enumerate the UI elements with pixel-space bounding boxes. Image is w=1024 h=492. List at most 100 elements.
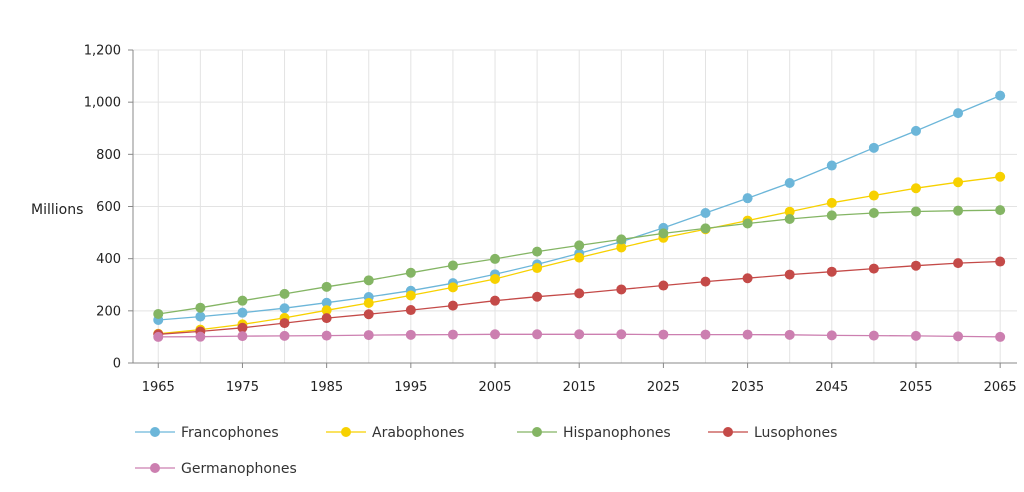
data-point-francophones[interactable] bbox=[826, 160, 837, 171]
data-point-lusophones[interactable] bbox=[237, 322, 248, 333]
data-point-lusophones[interactable] bbox=[658, 280, 669, 291]
data-point-francophones[interactable] bbox=[742, 193, 753, 204]
data-point-hispanophones[interactable] bbox=[658, 228, 669, 239]
legend-swatch-marker bbox=[723, 427, 733, 437]
data-point-arabophones[interactable] bbox=[405, 290, 416, 301]
data-point-hispanophones[interactable] bbox=[953, 205, 964, 216]
data-point-arabophones[interactable] bbox=[447, 282, 458, 293]
data-point-hispanophones[interactable] bbox=[995, 205, 1006, 216]
data-point-hispanophones[interactable] bbox=[237, 295, 248, 306]
data-point-francophones[interactable] bbox=[279, 303, 290, 314]
data-point-lusophones[interactable] bbox=[279, 318, 290, 329]
data-point-hispanophones[interactable] bbox=[153, 308, 164, 319]
data-point-arabophones[interactable] bbox=[953, 177, 964, 188]
data-point-hispanophones[interactable] bbox=[700, 223, 711, 234]
data-point-francophones[interactable] bbox=[910, 125, 921, 136]
data-point-germanophones[interactable] bbox=[363, 330, 374, 341]
data-point-arabophones[interactable] bbox=[321, 305, 332, 316]
legend-item-germanophones[interactable]: Germanophones bbox=[135, 461, 297, 477]
data-point-germanophones[interactable] bbox=[826, 330, 837, 341]
data-point-germanophones[interactable] bbox=[995, 331, 1006, 342]
legend-swatch-marker bbox=[341, 427, 351, 437]
data-point-germanophones[interactable] bbox=[405, 329, 416, 340]
legend-item-lusophones[interactable]: Lusophones bbox=[708, 425, 837, 441]
data-point-germanophones[interactable] bbox=[616, 329, 627, 340]
legend[interactable]: Francophones Arabophones Hispanophones Luso… bbox=[135, 425, 837, 477]
legend-item-francophones[interactable]: Francophones bbox=[135, 425, 279, 441]
data-point-germanophones[interactable] bbox=[953, 331, 964, 342]
data-point-hispanophones[interactable] bbox=[405, 267, 416, 278]
data-point-arabophones[interactable] bbox=[826, 197, 837, 208]
data-point-francophones[interactable] bbox=[953, 108, 964, 119]
data-point-lusophones[interactable] bbox=[700, 276, 711, 287]
data-point-francophones[interactable] bbox=[700, 208, 711, 219]
data-point-hispanophones[interactable] bbox=[490, 253, 501, 264]
data-point-lusophones[interactable] bbox=[363, 309, 374, 320]
data-point-hispanophones[interactable] bbox=[868, 208, 879, 219]
data-point-germanophones[interactable] bbox=[868, 330, 879, 341]
data-point-lusophones[interactable] bbox=[784, 269, 795, 280]
data-point-germanophones[interactable] bbox=[321, 330, 332, 341]
y-axis-title: Millions bbox=[31, 202, 83, 218]
data-point-hispanophones[interactable] bbox=[910, 206, 921, 217]
x-tick-label: 2005 bbox=[478, 380, 511, 395]
data-point-germanophones[interactable] bbox=[279, 330, 290, 341]
data-point-germanophones[interactable] bbox=[490, 329, 501, 340]
data-point-lusophones[interactable] bbox=[532, 291, 543, 302]
data-point-arabophones[interactable] bbox=[784, 206, 795, 217]
data-point-hispanophones[interactable] bbox=[826, 210, 837, 221]
data-point-lusophones[interactable] bbox=[995, 256, 1006, 267]
data-point-germanophones[interactable] bbox=[742, 329, 753, 340]
data-point-lusophones[interactable] bbox=[826, 266, 837, 277]
data-point-germanophones[interactable] bbox=[153, 331, 164, 342]
data-point-hispanophones[interactable] bbox=[363, 275, 374, 286]
data-point-lusophones[interactable] bbox=[574, 288, 585, 299]
data-point-germanophones[interactable] bbox=[447, 329, 458, 340]
data-point-germanophones[interactable] bbox=[195, 331, 206, 342]
data-point-lusophones[interactable] bbox=[953, 258, 964, 269]
data-point-germanophones[interactable] bbox=[574, 329, 585, 340]
legend-swatch-marker bbox=[532, 427, 542, 437]
data-point-germanophones[interactable] bbox=[700, 329, 711, 340]
data-point-germanophones[interactable] bbox=[658, 329, 669, 340]
data-point-francophones[interactable] bbox=[195, 311, 206, 322]
data-point-arabophones[interactable] bbox=[574, 252, 585, 263]
y-tick-label: 800 bbox=[96, 148, 121, 163]
data-point-hispanophones[interactable] bbox=[447, 260, 458, 271]
data-point-hispanophones[interactable] bbox=[616, 234, 627, 245]
data-point-hispanophones[interactable] bbox=[784, 214, 795, 225]
data-point-hispanophones[interactable] bbox=[279, 288, 290, 299]
data-point-lusophones[interactable] bbox=[868, 263, 879, 274]
data-point-arabophones[interactable] bbox=[910, 183, 921, 194]
legend-item-arabophones[interactable]: Arabophones bbox=[326, 425, 464, 441]
data-point-lusophones[interactable] bbox=[321, 313, 332, 324]
data-point-arabophones[interactable] bbox=[363, 298, 374, 309]
data-point-francophones[interactable] bbox=[237, 307, 248, 318]
data-point-lusophones[interactable] bbox=[490, 295, 501, 306]
data-point-lusophones[interactable] bbox=[742, 273, 753, 284]
data-point-francophones[interactable] bbox=[868, 142, 879, 153]
data-point-lusophones[interactable] bbox=[405, 305, 416, 316]
data-point-francophones[interactable] bbox=[784, 178, 795, 189]
data-point-hispanophones[interactable] bbox=[195, 302, 206, 313]
y-tick-label: 400 bbox=[96, 252, 121, 267]
data-point-hispanophones[interactable] bbox=[532, 246, 543, 257]
data-point-arabophones[interactable] bbox=[995, 171, 1006, 182]
data-point-germanophones[interactable] bbox=[784, 329, 795, 340]
data-point-arabophones[interactable] bbox=[868, 190, 879, 201]
data-point-arabophones[interactable] bbox=[616, 242, 627, 253]
data-point-germanophones[interactable] bbox=[532, 329, 543, 340]
data-point-arabophones[interactable] bbox=[490, 274, 501, 285]
data-point-francophones[interactable] bbox=[995, 90, 1006, 101]
data-point-hispanophones[interactable] bbox=[321, 281, 332, 292]
legend-item-hispanophones[interactable]: Hispanophones bbox=[517, 425, 671, 441]
data-point-hispanophones[interactable] bbox=[574, 240, 585, 251]
data-point-arabophones[interactable] bbox=[532, 263, 543, 274]
data-point-lusophones[interactable] bbox=[447, 300, 458, 311]
data-point-germanophones[interactable] bbox=[910, 330, 921, 341]
data-point-germanophones[interactable] bbox=[237, 331, 248, 342]
data-point-lusophones[interactable] bbox=[616, 284, 627, 295]
data-point-lusophones[interactable] bbox=[910, 260, 921, 271]
data-point-hispanophones[interactable] bbox=[742, 218, 753, 229]
data-point-francophones[interactable] bbox=[321, 297, 332, 308]
